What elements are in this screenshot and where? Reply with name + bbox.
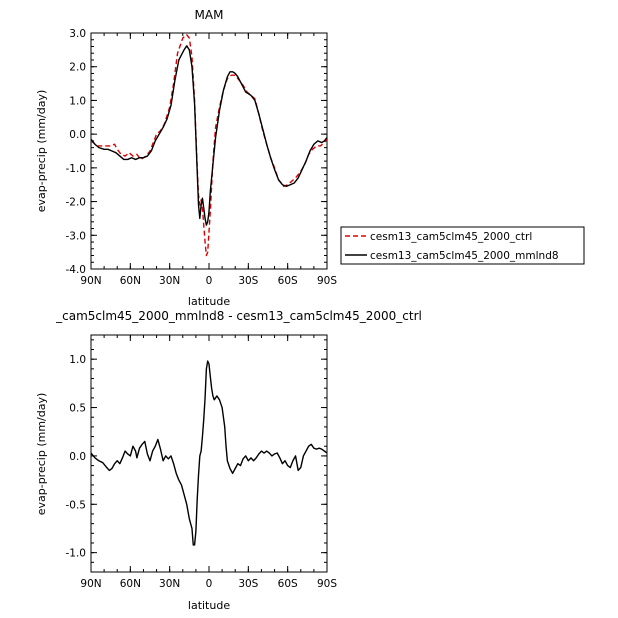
bottom-y-tick-label: -1.0 (66, 548, 87, 560)
top-y-tick-label: -3.0 (66, 230, 87, 242)
bottom-y-tick-label: 0.5 (69, 403, 86, 415)
top-x-tick-label: 0 (206, 275, 213, 287)
top-x-tick-label: 60N (120, 275, 141, 287)
bottom-panel: _cam5clm45_2000_mmlnd8 - cesm13_cam5clm4… (35, 309, 422, 612)
bottom-y-tick-label: 1.0 (69, 354, 86, 366)
bottom-y-tick-label: 0.0 (69, 451, 86, 463)
top-plot-frame (90, 32, 328, 270)
top-y-tick-label: -4.0 (66, 264, 87, 276)
bottom-x-tick-label: 60S (278, 578, 298, 590)
top-x-axis-label: latitude (188, 295, 230, 308)
legend-label-mmlnd8: cesm13_cam5clm45_2000_mmlnd8 (370, 250, 559, 262)
bottom-series-line-0 (91, 360, 327, 546)
top-y-tick-label: 1.0 (69, 95, 86, 107)
bottom-chart-title: _cam5clm45_2000_mmlnd8 - cesm13_cam5clm4… (55, 309, 422, 323)
top-x-tick-label: 90N (80, 275, 101, 287)
bottom-x-tick-label: 90N (80, 578, 101, 590)
top-panel: MAM evap-precip (mm/day) latitude 90N 60N… (35, 8, 337, 308)
legend-box (340, 226, 585, 265)
legend: cesm13_cam5clm45_2000_ctrl cesm13_cam5cl… (340, 226, 585, 265)
bottom-y-axis-label: evap-precip (mm/day) (35, 393, 48, 516)
bottom-x-tick-label: 60N (120, 578, 141, 590)
bottom-y-tick-label: -0.5 (66, 499, 87, 511)
top-y-tick-label: -2.0 (66, 197, 87, 209)
bottom-x-tick-label: 30N (159, 578, 180, 590)
top-series-line-0 (91, 33, 327, 257)
bottom-x-tick-label: 90S (317, 578, 337, 590)
top-y-tick-label: 2.0 (69, 62, 86, 74)
top-x-tick-label: 30S (238, 275, 258, 287)
top-y-tick-label: 0.0 (69, 129, 86, 141)
bottom-x-tick-label: 0 (206, 578, 213, 590)
top-x-tick-label: 30N (159, 275, 180, 287)
top-series-line-1 (91, 45, 327, 226)
top-y-tick-label: 3.0 (69, 28, 86, 40)
top-chart-title: MAM (195, 8, 224, 22)
top-x-tick-label: 90S (317, 275, 337, 287)
top-y-tick-label: -1.0 (66, 163, 87, 175)
legend-label-ctrl: cesm13_cam5clm45_2000_ctrl (370, 231, 532, 243)
bottom-x-tick-label: 30S (238, 578, 258, 590)
bottom-x-axis-label: latitude (188, 599, 230, 612)
top-y-axis-label: evap-precip (mm/day) (35, 90, 48, 213)
top-x-tick-label: 60S (278, 275, 298, 287)
